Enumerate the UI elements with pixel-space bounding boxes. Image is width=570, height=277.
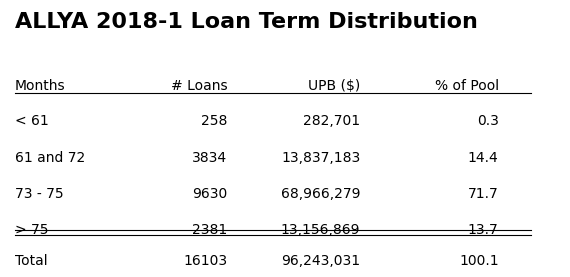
Text: > 75: > 75 — [15, 223, 48, 237]
Text: Months: Months — [15, 79, 66, 93]
Text: 13,156,869: 13,156,869 — [281, 223, 360, 237]
Text: 16103: 16103 — [184, 254, 227, 268]
Text: < 61: < 61 — [15, 114, 48, 128]
Text: 13.7: 13.7 — [468, 223, 499, 237]
Text: % of Pool: % of Pool — [434, 79, 499, 93]
Text: 3834: 3834 — [192, 151, 227, 165]
Text: 13,837,183: 13,837,183 — [281, 151, 360, 165]
Text: 282,701: 282,701 — [303, 114, 360, 128]
Text: 0.3: 0.3 — [477, 114, 499, 128]
Text: 61 and 72: 61 and 72 — [15, 151, 85, 165]
Text: 71.7: 71.7 — [468, 187, 499, 201]
Text: # Loans: # Loans — [171, 79, 227, 93]
Text: 68,966,279: 68,966,279 — [281, 187, 360, 201]
Text: 96,243,031: 96,243,031 — [281, 254, 360, 268]
Text: 2381: 2381 — [192, 223, 227, 237]
Text: 100.1: 100.1 — [459, 254, 499, 268]
Text: 14.4: 14.4 — [468, 151, 499, 165]
Text: 73 - 75: 73 - 75 — [15, 187, 63, 201]
Text: UPB ($): UPB ($) — [308, 79, 360, 93]
Text: Total: Total — [15, 254, 47, 268]
Text: ALLYA 2018-1 Loan Term Distribution: ALLYA 2018-1 Loan Term Distribution — [15, 12, 478, 32]
Text: 9630: 9630 — [192, 187, 227, 201]
Text: 258: 258 — [201, 114, 227, 128]
